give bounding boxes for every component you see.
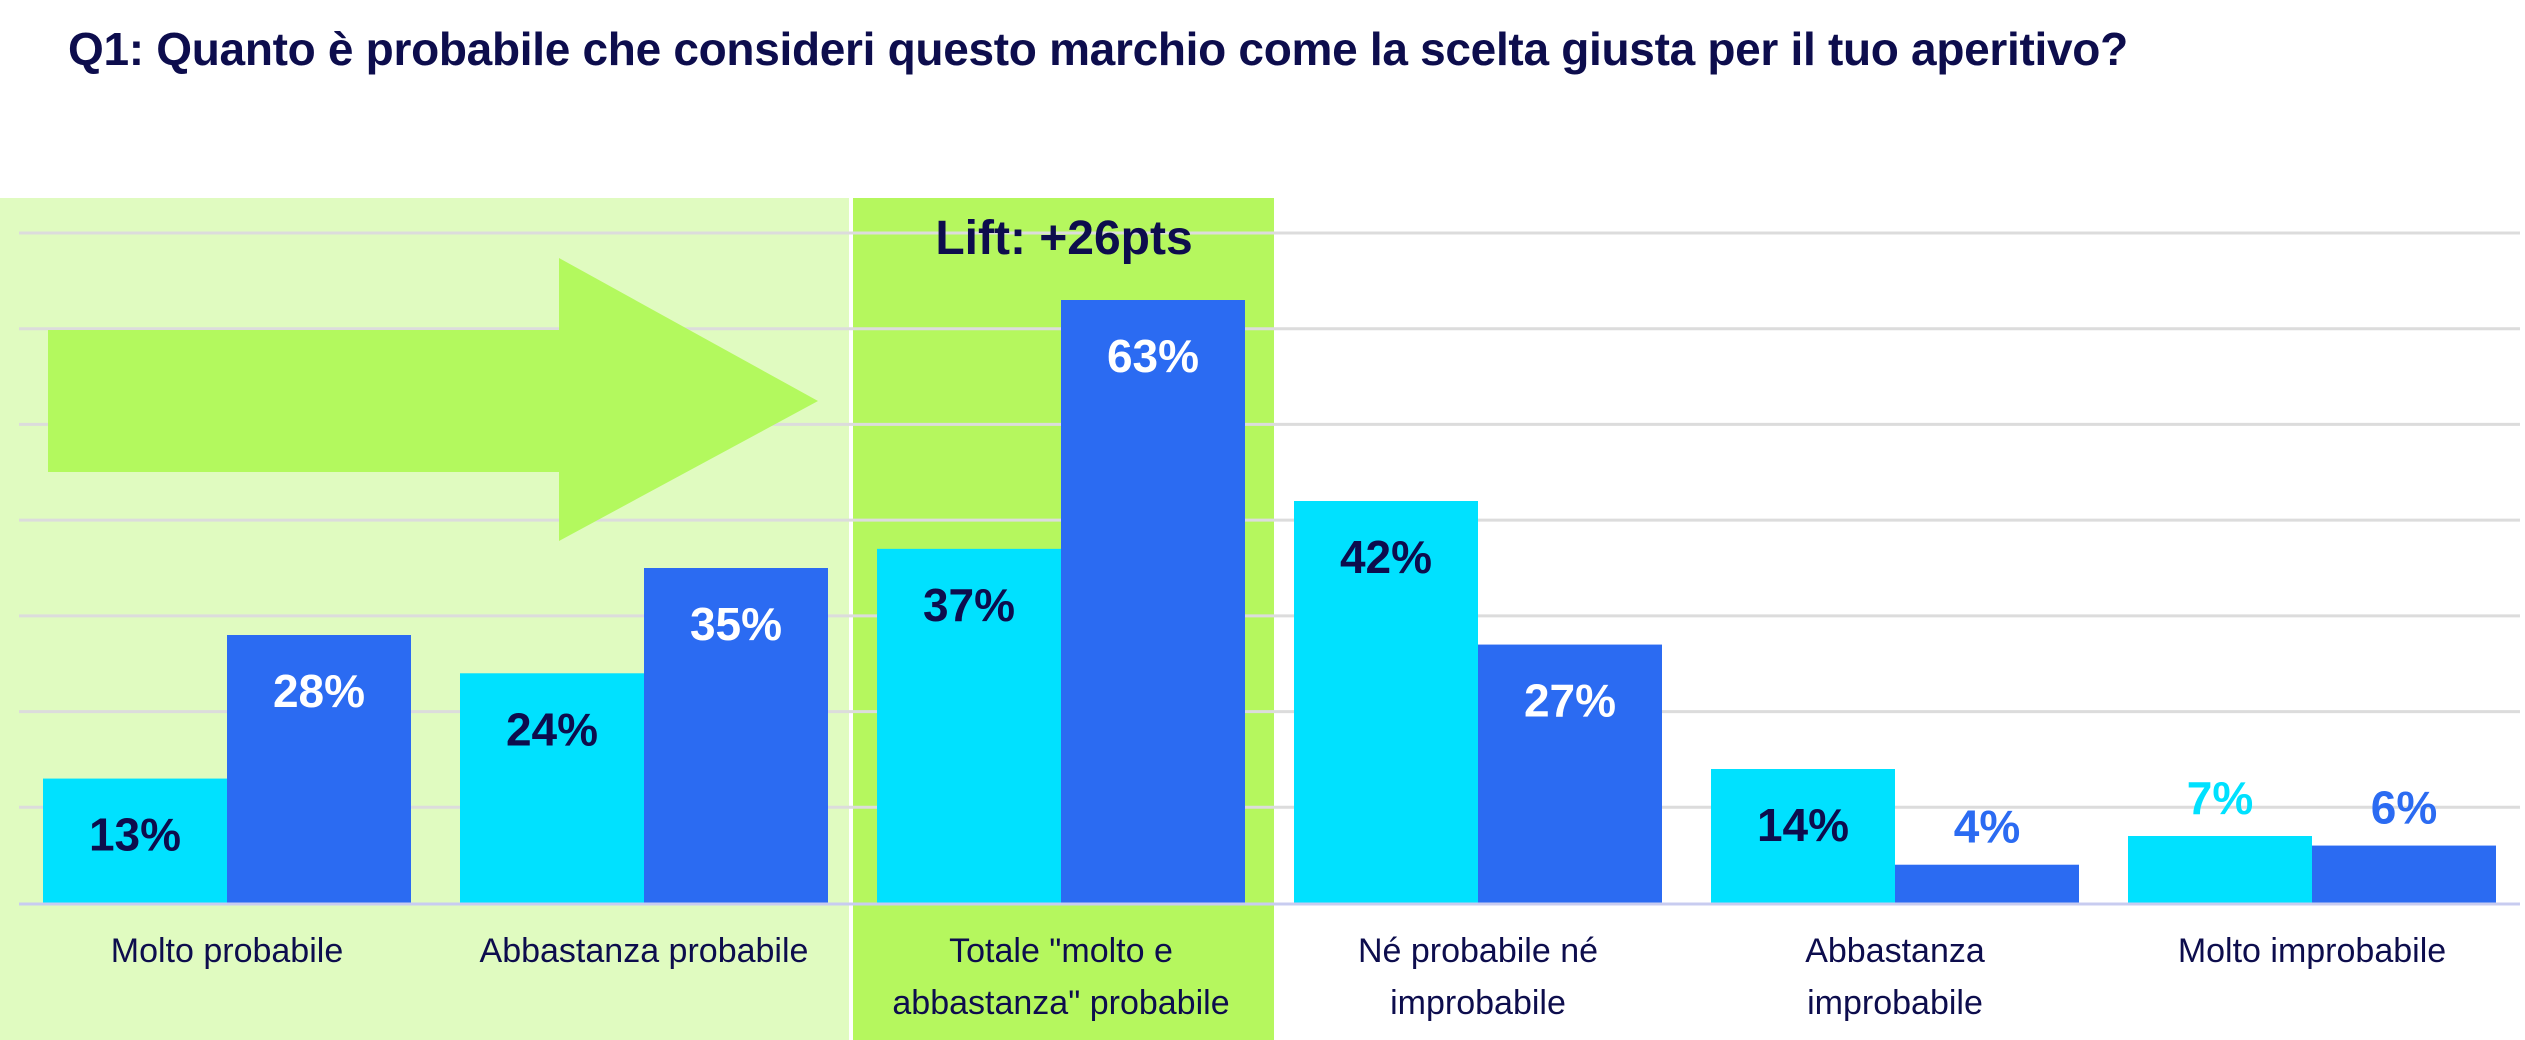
bar	[644, 568, 828, 903]
data-label: 63%	[1107, 330, 1199, 382]
category-label: Molto improbabile	[2178, 932, 2446, 970]
data-label: 27%	[1524, 675, 1616, 727]
category-label: improbabile	[1807, 984, 1983, 1022]
category-label: abbastanza" probabile	[892, 984, 1229, 1022]
category-label: Né probabile né	[1358, 932, 1598, 970]
bar	[877, 548, 1061, 903]
category-label: Molto probabile	[111, 932, 343, 970]
arrow-right-icon	[48, 258, 818, 541]
bar	[2312, 845, 2496, 903]
lift-annotation: Lift: +26pts	[935, 212, 1192, 265]
data-label: 14%	[1757, 799, 1849, 851]
bar	[1895, 864, 2079, 903]
data-label: 4%	[1954, 801, 2020, 853]
category-label: Abbastanza probabile	[480, 932, 809, 970]
bar	[1478, 644, 1662, 903]
bar	[1294, 501, 1478, 903]
data-label: 28%	[273, 665, 365, 717]
bar	[460, 673, 644, 903]
data-label: 37%	[923, 579, 1015, 631]
bar	[1711, 769, 1895, 903]
bar	[227, 635, 411, 903]
category-label: Abbastanza	[1805, 932, 1985, 970]
bar	[1061, 300, 1245, 903]
data-label: 13%	[89, 809, 181, 861]
chart-title: Q1: Quanto è probabile che consideri que…	[68, 23, 2128, 75]
category-label: Totale "molto e	[949, 932, 1173, 970]
data-label: 6%	[2371, 782, 2437, 834]
data-label: 35%	[690, 598, 782, 650]
data-label: 42%	[1340, 531, 1432, 583]
bar	[43, 778, 227, 903]
category-label: improbabile	[1390, 984, 1566, 1022]
data-label: 24%	[506, 703, 598, 755]
data-label: 7%	[2187, 772, 2253, 824]
bar	[2128, 836, 2312, 903]
